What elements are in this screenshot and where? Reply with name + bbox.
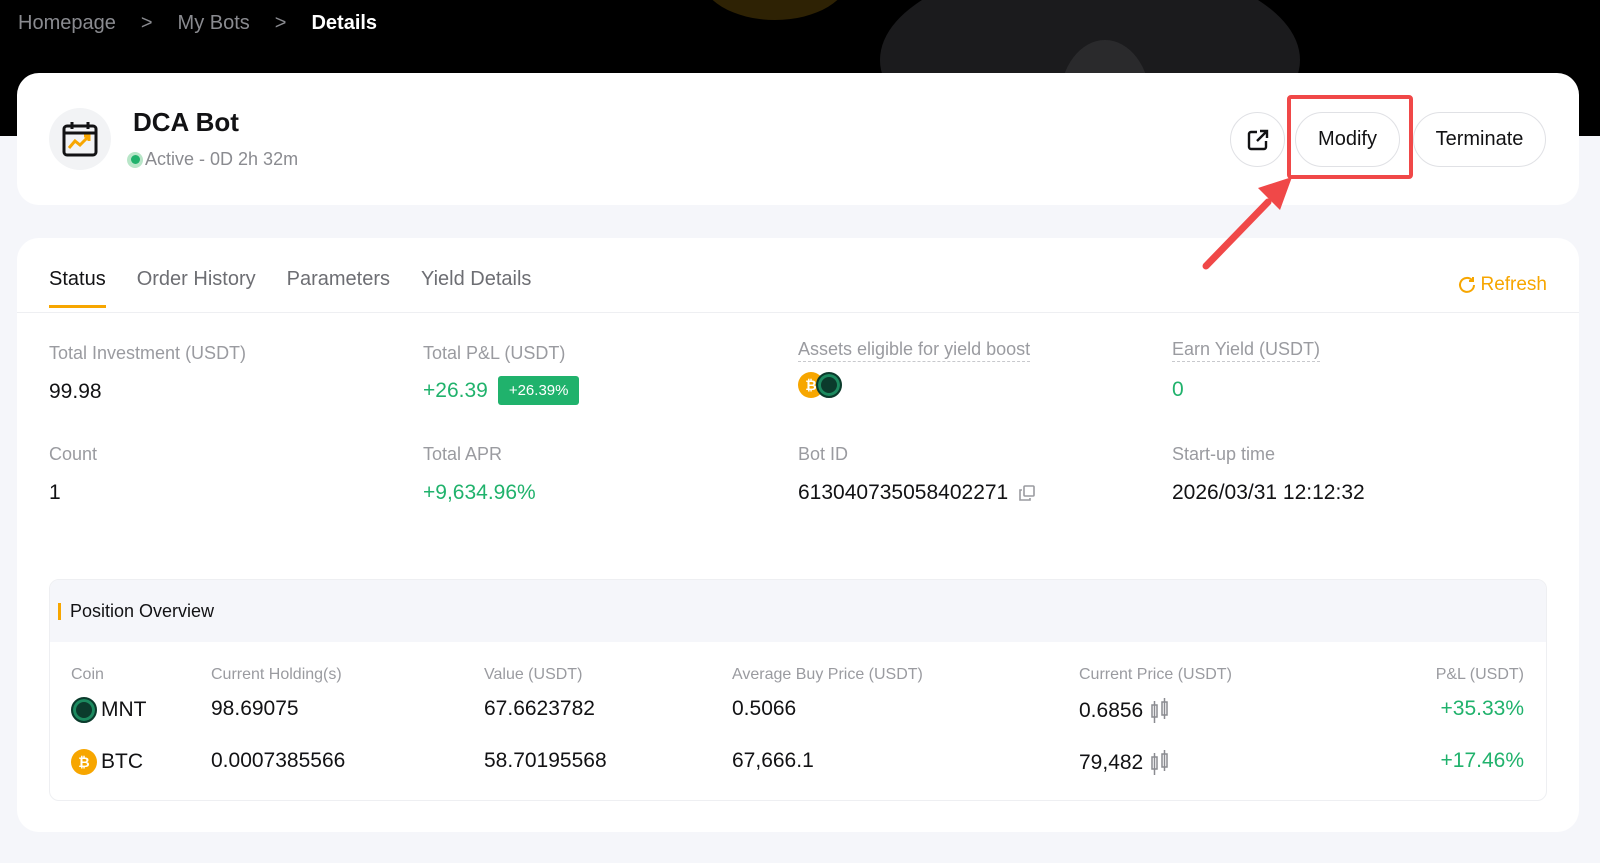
runtime-text: - 0D 2h 32m [194,149,299,169]
stat-value: 99.98 [49,380,102,403]
candlestick-chart-icon[interactable] [1149,697,1171,725]
stat-label: Start-up time [1172,444,1276,464]
tab-divider [17,312,1579,313]
pnl: +17.46% [1440,749,1525,772]
share-button[interactable] [1230,112,1285,167]
pnl-percent-badge: +26.39% [497,376,580,405]
column-header: Average Buy Price (USDT) [732,666,923,683]
breadcrumb-homepage[interactable]: Homepage [18,12,116,34]
column-header: P&L (USDT) [1435,666,1524,683]
position-overview: Position Overview Coin Current Holding(s… [49,579,1547,801]
coin-name: MNT [101,698,147,721]
column-header: Value (USDT) [484,666,583,683]
candlestick-chart-icon[interactable] [1149,749,1171,777]
bot-status: Active - 0D 2h 32m [127,149,298,170]
stat-label[interactable]: Earn Yield (USDT) [1172,339,1321,362]
section-marker [58,602,61,620]
details-panel: Status Order History Parameters Yield De… [17,238,1579,832]
coin-name: BTC [101,750,143,773]
stat-total-pnl: Total P&L (USDT) +26.39 +26.39% [423,343,580,405]
avg-buy-price: 67,666.1 [732,749,814,772]
tab-order-history[interactable]: Order History [136,268,256,290]
stat-label: Count [49,444,98,464]
stat-startup-time: Start-up time 2026/03/31 12:12:32 [1172,444,1365,505]
modify-button[interactable]: Modify [1295,112,1400,167]
stat-label: Total APR [423,444,503,464]
refresh-button[interactable]: Refresh [1457,274,1547,296]
chevron-right-icon: > [140,12,153,34]
column-header: Current Holding(s) [211,666,342,683]
stat-count: Count 1 [49,444,97,505]
chevron-right-icon: > [274,12,287,34]
current-price: 79,482 [1079,751,1144,774]
external-link-icon [1247,129,1268,150]
refresh-label: Refresh [1480,274,1547,295]
btc-coin-icon: ₿ [71,749,97,775]
breadcrumb-details: Details [311,12,378,34]
pnl: +35.33% [1440,697,1525,720]
stat-value: 2026/03/31 12:12:32 [1172,481,1365,504]
stat-value: +9,634.96% [423,481,536,504]
tab-bar: Status Order History Parameters Yield De… [49,268,531,308]
stat-total-apr: Total APR +9,634.96% [423,444,536,505]
highlight-box [1287,95,1413,179]
stat-earn-yield: Earn Yield (USDT) 0 [1172,339,1321,402]
bot-summary-card: DCA Bot Active - 0D 2h 32m Modify Termin… [17,73,1579,205]
terminate-button[interactable]: Terminate [1413,112,1546,167]
stat-value: 0 [1172,378,1184,401]
stat-bot-id: Bot ID 613040735058402271 [798,444,1036,505]
stat-value: +26.39 [423,378,488,402]
dca-bot-icon [49,108,111,170]
column-header: Current Price (USDT) [1079,666,1232,683]
tab-yield-details[interactable]: Yield Details [420,268,532,290]
current-price: 0.6856 [1079,699,1144,722]
stat-value: 613040735058402271 [798,481,1009,504]
breadcrumb-my-bots[interactable]: My Bots [177,12,250,34]
avg-buy-price: 0.5066 [732,697,797,720]
stat-label[interactable]: Assets eligible for yield boost [798,339,1031,362]
stat-label: Bot ID [798,444,849,464]
stat-total-investment: Total Investment (USDT) 99.98 [49,343,246,404]
refresh-icon [1459,276,1476,293]
breadcrumb: Homepage > My Bots > Details [18,12,377,35]
copy-icon[interactable] [1018,484,1036,502]
holding: 0.0007385566 [211,749,346,772]
mnt-coin-icon [71,697,97,723]
tab-parameters[interactable]: Parameters [286,268,390,290]
value: 58.70195568 [484,749,607,772]
status-dot-icon [127,151,143,168]
stat-label: Total Investment (USDT) [49,343,247,363]
column-header: Coin [71,666,104,683]
stat-yield-assets: Assets eligible for yield boost ₿ [798,339,1031,398]
banner-decoration [700,0,850,20]
holding: 98.69075 [211,697,299,720]
bot-title: DCA Bot [133,107,239,137]
value: 67.6623782 [484,697,595,720]
stat-label: Total P&L (USDT) [423,343,566,363]
section-title: Position Overview [70,600,215,621]
mnt-coin-icon [816,372,842,398]
stat-value: 1 [49,481,61,504]
status-text: Active [145,149,195,169]
tab-status[interactable]: Status [49,268,106,308]
